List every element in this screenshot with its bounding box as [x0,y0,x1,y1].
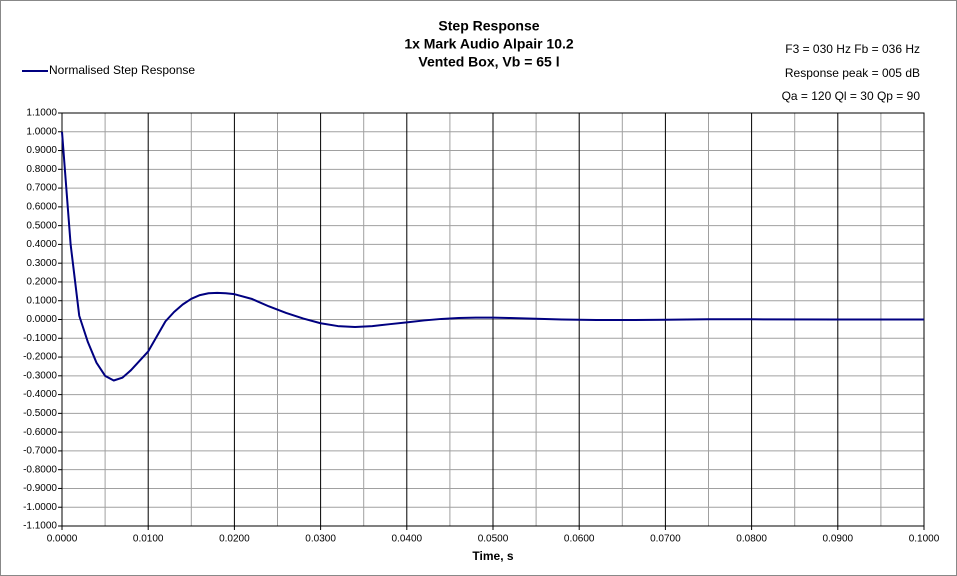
y-tick-label: 0.5000 [26,220,57,231]
y-tick-label: -0.6000 [23,427,57,438]
y-tick-label: -0.1000 [23,333,57,344]
annotation: Response peak = 005 dB [785,66,920,80]
x-tick-label: 0.0500 [478,534,509,545]
annotation: F3 = 030 Hz Fb = 036 Hz [785,42,920,56]
y-tick-label: -0.9000 [23,483,57,494]
x-tick-label: 0.0000 [47,534,78,545]
x-tick-label: 0.0200 [219,534,250,545]
y-tick-label: 0.0000 [26,314,57,325]
chart-title: Step Response [438,18,539,34]
y-tick-label: 1.1000 [26,108,57,119]
y-tick-label: -1.0000 [23,502,57,513]
y-tick-label: -0.5000 [23,408,57,419]
y-tick-label: 0.7000 [26,183,57,194]
y-tick-label: -0.3000 [23,370,57,381]
y-tick-label: 0.4000 [26,239,57,250]
x-tick-label: 0.0800 [736,534,767,545]
x-tick-label: 0.1000 [909,534,940,545]
x-tick-label: 0.0300 [305,534,336,545]
y-tick-label: -0.4000 [23,389,57,400]
y-tick-label: 0.2000 [26,277,57,288]
y-tick-label: 0.1000 [26,295,57,306]
data-line [61,131,924,382]
x-tick-label: 0.0600 [564,534,595,545]
y-tick-label: -0.7000 [23,446,57,457]
y-tick-label: -1.1000 [23,521,57,532]
chart-title: 1x Mark Audio Alpair 10.2 [404,36,574,52]
x-tick-label: 0.0700 [650,534,681,545]
y-tick-label: 0.6000 [26,202,57,213]
x-axis-label: Time, s [472,549,513,563]
y-tick-label: 0.9000 [26,145,57,156]
y-tick-label: 1.0000 [26,126,57,137]
x-tick-label: 0.0900 [823,534,854,545]
chart-title: Vented Box, Vb = 65 l [418,54,559,70]
x-tick-label: 0.0400 [392,534,423,545]
y-tick-label: -0.2000 [23,352,57,363]
annotation: Qa = 120 Ql = 30 Qp = 90 [782,89,921,103]
y-tick-label: 0.8000 [26,164,57,175]
legend-label: Normalised Step Response [49,63,195,77]
y-tick-label: -0.8000 [23,464,57,475]
x-tick-label: 0.0100 [133,534,164,545]
y-tick-label: 0.3000 [26,258,57,269]
